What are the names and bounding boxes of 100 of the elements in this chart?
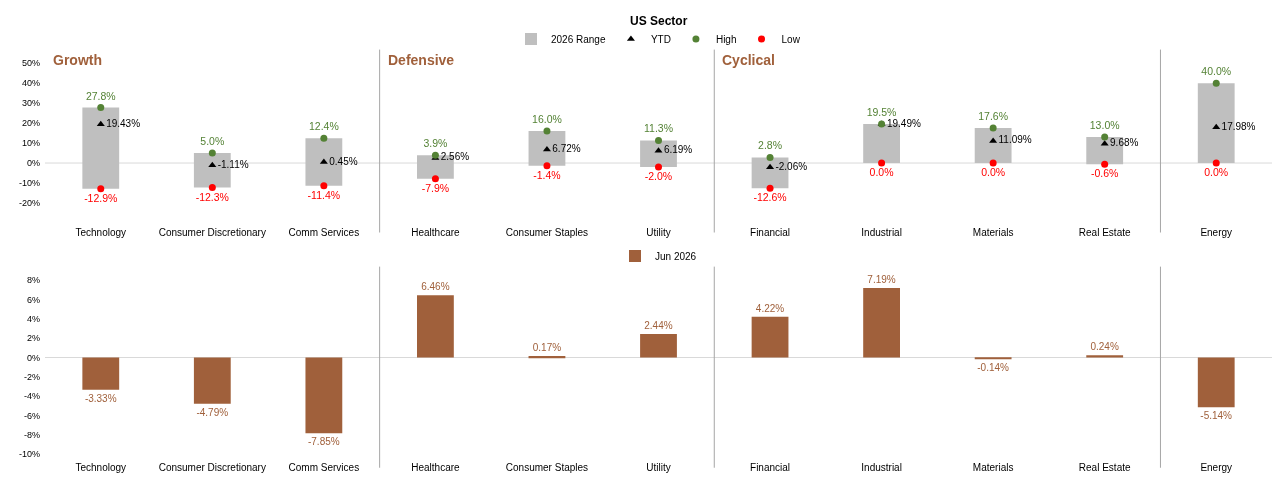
- data-label: -0.14%: [977, 362, 1010, 374]
- data-label: -2.06%: [775, 160, 808, 172]
- y-tick-label: -2%: [23, 371, 40, 382]
- data-label: 40.0%: [1201, 65, 1232, 78]
- x-tick-label: Healthcare: [411, 226, 461, 238]
- point: [989, 159, 997, 167]
- chart-title: US Sector: [630, 14, 688, 28]
- point: [878, 159, 886, 167]
- point: [320, 134, 328, 142]
- data-label: 19.49%: [886, 117, 921, 129]
- data-label: -1.4%: [533, 169, 561, 182]
- point: [320, 182, 328, 190]
- x-tick-label: Industrial: [861, 462, 902, 474]
- x-tick-label: Materials: [972, 462, 1014, 474]
- x-tick-label: Utility: [646, 226, 671, 238]
- y-tick-label: -4%: [23, 391, 40, 402]
- x-tick-label: Real Estate: [1078, 226, 1131, 238]
- data-label: -5.14%: [1200, 410, 1233, 422]
- point: [1101, 133, 1109, 141]
- data-label: -12.9%: [84, 192, 118, 205]
- y-tick-label: 50%: [21, 58, 40, 69]
- data-label: 7.19%: [867, 274, 896, 286]
- data-label: 3.9%: [423, 137, 448, 150]
- x-tick-label: Consumer Staples: [505, 462, 589, 474]
- data-label: 2.8%: [758, 139, 783, 152]
- x-tick-label: Healthcare: [411, 462, 461, 474]
- point: [1212, 79, 1220, 87]
- point: [97, 185, 105, 193]
- data-label: 6.19%: [663, 144, 693, 156]
- x-tick-label: Energy: [1200, 226, 1233, 238]
- data-label: 6.72%: [552, 143, 581, 155]
- y-tick-label: 4%: [26, 314, 40, 325]
- x-tick-label: Technology: [75, 462, 127, 474]
- legend-label: High: [715, 33, 737, 45]
- data-label: 0.24%: [1090, 341, 1119, 353]
- point: [989, 124, 997, 132]
- x-tick-label: Consumer Discretionary: [158, 226, 266, 238]
- x-tick-label: Technology: [75, 226, 127, 238]
- data-label: 6.46%: [421, 281, 450, 293]
- y-tick-label: 20%: [21, 118, 40, 129]
- data-label: 27.8%: [85, 89, 116, 102]
- data-label: 5.0%: [200, 135, 225, 148]
- legend-label: Jun 2026: [655, 251, 697, 262]
- y-tick-label: 0%: [26, 158, 40, 169]
- point: [208, 184, 216, 192]
- y-tick-label: -10%: [18, 449, 40, 460]
- data-label: -4.79%: [196, 406, 229, 418]
- bar: [863, 288, 900, 358]
- data-label: 19.5%: [866, 106, 897, 119]
- x-tick-label: Utility: [646, 462, 671, 474]
- point: [543, 127, 551, 135]
- point: [431, 175, 439, 183]
- data-label: 17.98%: [1221, 120, 1256, 132]
- x-tick-label: Materials: [972, 226, 1014, 238]
- x-tick-label: Consumer Discretionary: [158, 462, 266, 474]
- point: [655, 136, 662, 144]
- bar: [305, 357, 343, 434]
- data-label: 19.43%: [106, 117, 141, 129]
- y-tick-label: -10%: [18, 178, 40, 189]
- bar: [1197, 357, 1235, 408]
- x-tick-label: Energy: [1200, 462, 1233, 474]
- bar: [974, 357, 1012, 360]
- data-label: -2.0%: [644, 170, 673, 183]
- point: [766, 153, 774, 161]
- data-label: 0.45%: [329, 155, 358, 167]
- bar: [751, 316, 789, 358]
- data-label: 4.22%: [755, 302, 785, 314]
- bar: [640, 333, 677, 358]
- x-tick-label: Consumer Staples: [505, 226, 589, 238]
- x-tick-label: Financial: [750, 462, 791, 474]
- data-label: 11.3%: [644, 122, 673, 135]
- data-label: -7.85%: [307, 436, 340, 448]
- bar: [1086, 355, 1124, 358]
- data-label: 0.0%: [869, 166, 894, 179]
- data-label: 0.17%: [532, 341, 562, 353]
- y-tick-label: 6%: [26, 294, 40, 305]
- data-label: 17.6%: [978, 109, 1009, 122]
- y-tick-label: 0%: [26, 352, 40, 363]
- y-tick-label: 30%: [21, 98, 40, 109]
- data-label: 12.4%: [308, 120, 339, 133]
- bar: [417, 295, 454, 358]
- legend-label: 2026 Range: [551, 33, 606, 45]
- y-tick-label: 10%: [21, 138, 40, 149]
- x-tick-label: Comm Services: [288, 226, 360, 238]
- point: [655, 163, 662, 171]
- data-label: -7.9%: [421, 182, 450, 195]
- data-label: -12.6%: [753, 191, 787, 204]
- point: [1101, 160, 1109, 168]
- y-tick-label: -8%: [23, 429, 40, 440]
- x-tick-label: Comm Services: [288, 462, 360, 474]
- y-tick-label: -20%: [18, 198, 40, 209]
- point: [543, 162, 551, 170]
- data-label: -0.6%: [1090, 167, 1119, 180]
- x-tick-label: Real Estate: [1078, 462, 1131, 474]
- annotation: Defensive: [388, 52, 455, 68]
- legend-label: YTD: [650, 33, 671, 45]
- data-label: 11.09%: [998, 134, 1032, 146]
- data-label: -1.11%: [217, 158, 249, 170]
- y-tick-label: -6%: [23, 410, 40, 421]
- data-label: 2.56%: [440, 151, 470, 163]
